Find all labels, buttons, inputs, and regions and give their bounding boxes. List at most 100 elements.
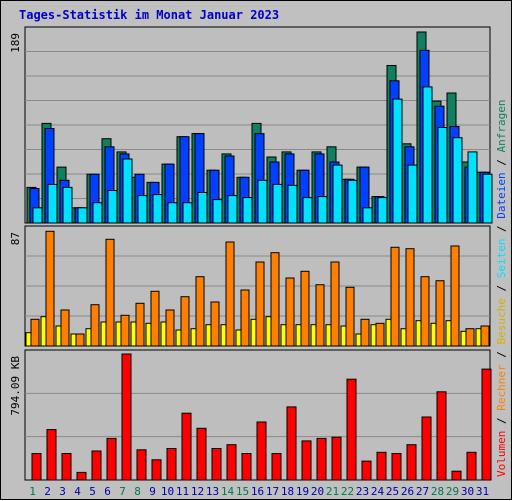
x-tick-day-4: 4	[74, 485, 81, 498]
legend-separator: /	[495, 417, 508, 430]
bar-volumen-day-14	[226, 444, 237, 481]
x-tick-day-20: 20	[311, 485, 324, 498]
x-tick-day-8: 8	[134, 485, 141, 498]
bar-seiten-day-15	[242, 197, 253, 224]
bar-rechner-day-31	[480, 325, 490, 347]
bar-volumen-day-21	[331, 436, 342, 481]
panel-requests-files-pages: 189	[9, 26, 493, 224]
panel-volume: 794.09 KB	[9, 349, 492, 481]
bar-rechner-day-3	[60, 309, 70, 347]
x-tick-day-9: 9	[149, 485, 156, 498]
y-max-label: 189	[9, 33, 22, 53]
legend-besuche: Besuche	[495, 298, 508, 351]
bar-rechner-day-13	[210, 301, 220, 347]
bar-seiten-day-19	[302, 197, 313, 224]
x-tick-day-3: 3	[59, 485, 66, 498]
bar-rechner-day-5	[90, 304, 100, 347]
bar-rechner-day-7	[120, 314, 130, 347]
bar-rechner-day-12	[195, 276, 205, 347]
bar-volumen-day-7	[121, 353, 132, 481]
bar-volumen-day-12	[196, 427, 207, 481]
bar-rechner-day-28	[435, 280, 445, 347]
bar-rechner-day-8	[135, 302, 145, 347]
x-tick-day-5: 5	[89, 485, 96, 498]
bar-rechner-day-1	[30, 318, 40, 347]
x-tick-day-1: 1	[29, 485, 36, 498]
x-tick-day-19: 19	[296, 485, 309, 498]
x-tick-day-22: 22	[341, 485, 354, 498]
bar-seiten-day-9	[152, 194, 163, 224]
x-tick-day-17: 17	[266, 485, 279, 498]
bar-seiten-day-12	[197, 192, 208, 224]
legend-separator: /	[495, 285, 508, 298]
bar-volumen-day-28	[436, 391, 447, 481]
bar-seiten-day-4	[77, 207, 88, 224]
bar-volumen-day-13	[211, 448, 222, 481]
bar-volumen-day-31	[481, 368, 492, 481]
x-tick-day-28: 28	[431, 485, 444, 498]
bar-seiten-day-22	[347, 179, 358, 224]
panel-visits-sites: 87	[9, 225, 491, 347]
bar-seiten-day-1	[32, 207, 43, 224]
bar-rechner-day-14	[225, 241, 235, 347]
bar-seiten-day-27	[422, 86, 433, 224]
bar-volumen-day-30	[466, 451, 477, 481]
bar-volumen-day-6	[106, 437, 117, 481]
x-tick-day-29: 29	[446, 485, 459, 498]
bar-rechner-day-22	[345, 286, 355, 347]
x-tick-day-13: 13	[206, 485, 219, 498]
bar-rechner-day-15	[240, 289, 250, 347]
bar-seiten-day-5	[92, 202, 103, 224]
bar-seiten-day-3	[62, 186, 73, 224]
bar-volumen-day-5	[91, 450, 102, 481]
bar-volumen-day-24	[376, 451, 387, 481]
legend-rechner: Rechner	[495, 364, 508, 417]
legend-separator: /	[495, 351, 508, 364]
bar-rechner-day-6	[105, 238, 115, 347]
x-tick-day-14: 14	[221, 485, 235, 498]
bar-volumen-day-15	[241, 453, 252, 481]
bar-seiten-day-23	[362, 207, 373, 224]
bar-seiten-day-20	[317, 196, 328, 224]
x-tick-day-26: 26	[401, 485, 414, 498]
bar-volumen-day-16	[256, 421, 267, 481]
bar-seiten-day-6	[107, 190, 118, 224]
bar-rechner-day-9	[150, 290, 160, 347]
bar-volumen-day-22	[346, 378, 357, 481]
bar-seiten-day-17	[272, 183, 283, 224]
bar-volumen-day-3	[61, 453, 72, 481]
bar-rechner-day-18	[285, 277, 295, 347]
bar-seiten-day-16	[257, 179, 268, 224]
x-tick-day-30: 30	[461, 485, 474, 498]
x-tick-day-18: 18	[281, 485, 294, 498]
bar-seiten-day-25	[392, 98, 403, 224]
x-tick-day-2: 2	[44, 485, 51, 498]
bar-volumen-day-27	[421, 416, 432, 481]
bar-volumen-day-10	[166, 448, 177, 481]
right-legend: Volumen / Rechner / Besuche / Seiten / D…	[495, 99, 508, 477]
x-tick-day-25: 25	[386, 485, 399, 498]
bar-volumen-day-11	[181, 412, 192, 481]
x-tick-day-7: 7	[119, 485, 126, 498]
bar-seiten-day-8	[137, 195, 148, 224]
bar-seiten-day-21	[332, 164, 343, 224]
bar-volumen-day-1	[31, 453, 42, 481]
bar-seiten-day-7	[122, 158, 133, 224]
bar-volumen-day-26	[406, 444, 417, 481]
y-max-label: 87	[9, 232, 22, 245]
chart-title: Tages-Statistik im Monat Januar 2023	[19, 8, 280, 22]
bar-seiten-day-18	[287, 184, 298, 224]
bar-rechner-day-23	[360, 318, 370, 347]
legend-separator: /	[495, 159, 508, 172]
bar-seiten-day-30	[467, 151, 478, 224]
bar-volumen-day-25	[391, 453, 402, 481]
x-tick-day-10: 10	[161, 485, 174, 498]
bar-seiten-day-29	[452, 137, 463, 224]
bar-volumen-day-9	[151, 459, 162, 481]
bar-rechner-day-4	[75, 333, 85, 347]
bar-rechner-day-29	[450, 245, 460, 347]
x-axis-day-labels: 1 2 3 4 5 6 7 8 9 10 11 12 13 14 15 16 17 18 19 20 21 22 23 24 2…	[29, 485, 489, 498]
bar-volumen-day-29	[451, 470, 462, 481]
bar-rechner-day-26	[405, 248, 415, 347]
